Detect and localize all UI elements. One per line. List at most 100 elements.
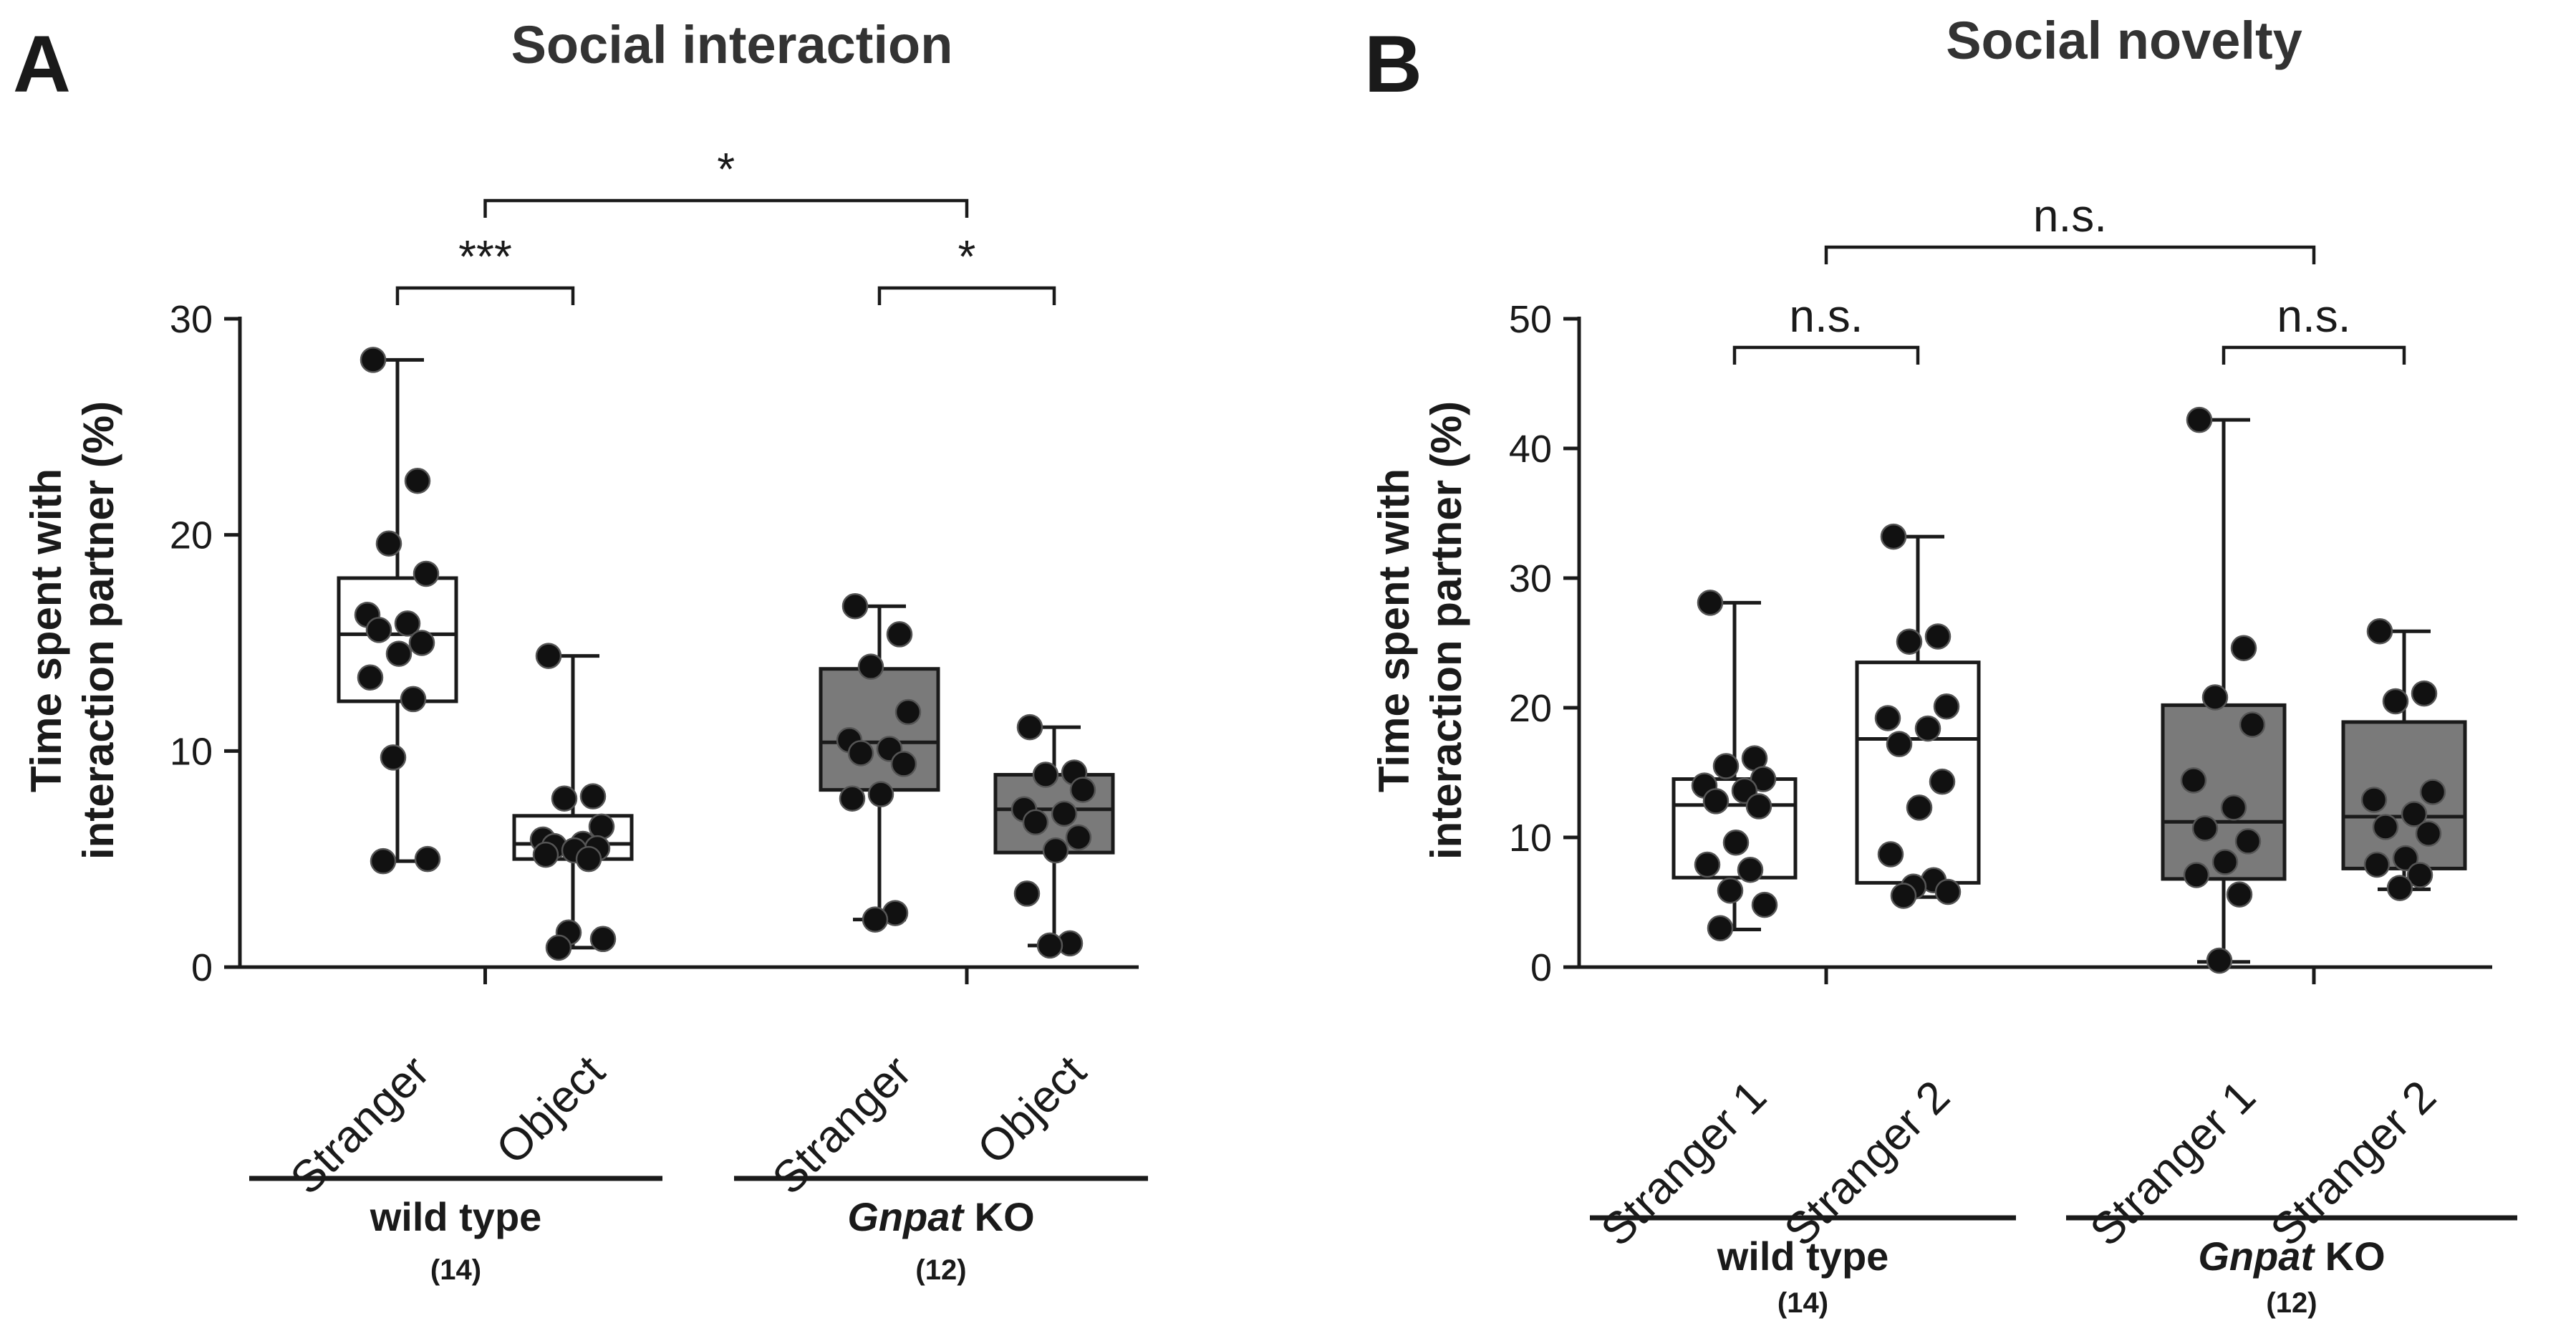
panel-b-data-point	[2183, 862, 2210, 888]
panel-b-data-point	[1890, 883, 1917, 909]
panel-b-data-point	[2415, 820, 2442, 847]
panel-a-category-label: Object	[968, 1046, 1096, 1174]
panel-a-bracket-line	[877, 286, 1056, 305]
panel-b-data-point	[2201, 684, 2229, 711]
panel-b-data-point	[2401, 801, 2428, 827]
panel-b-iqr-box	[1671, 777, 1798, 880]
panel-b-group-label-rest: KO	[2325, 1234, 2386, 1279]
panel-a-data-point	[400, 686, 427, 713]
panel-b-category-label: Stranger 1	[2080, 1071, 2265, 1256]
panel-a-data-point	[1042, 837, 1069, 864]
panel-b-significance-label: n.s.	[1789, 290, 1863, 342]
panel-b-data-point	[2360, 787, 2388, 813]
panel-a-data-point	[841, 592, 869, 620]
panel-a-data-point	[894, 698, 922, 726]
panel-a-data-point	[847, 740, 874, 767]
panel-b-category-label: Stranger 2	[2261, 1071, 2446, 1256]
panel-b-bracket-line	[2222, 345, 2406, 365]
panel-a-data-point	[1022, 809, 1049, 836]
panel-a-data-point	[360, 347, 387, 373]
panel-b-box-4	[2341, 618, 2467, 901]
panel-a-group-n: (12)	[915, 1254, 966, 1286]
panel-a-group-label-italic: Gnpat	[847, 1194, 974, 1239]
panel-b-y-tick-label: 20	[1509, 687, 1552, 730]
panel-b-significance-bracket: n.s.	[1732, 290, 1920, 365]
panel-a-significance-bracket: *	[877, 231, 1056, 305]
panel-a-iqr-box	[819, 667, 940, 792]
panel-a-data-point	[867, 781, 894, 807]
panel-a-data-point	[404, 468, 431, 494]
panel-a-significance-bracket: ***	[395, 231, 575, 305]
panel-a-data-point	[588, 813, 615, 840]
panel-b-data-point	[2220, 794, 2247, 821]
panel-b-data-point	[1877, 841, 1904, 868]
panel-b-data-point	[2419, 779, 2446, 805]
panel-b-data-point	[1751, 891, 1778, 918]
panel-b-group-n: (14)	[1777, 1287, 1828, 1319]
panel-a-group-n: (14)	[430, 1254, 481, 1286]
panel-b-data-point	[2239, 711, 2266, 738]
panel-b-data-point	[1722, 829, 1750, 856]
panel-b-data-point	[1906, 794, 1933, 821]
panel-a-data-point	[886, 621, 913, 648]
panel-a-data-point	[385, 640, 413, 667]
panel-a-data-point	[365, 617, 392, 643]
panel-b-box-1	[1671, 590, 1798, 941]
panel-b-data-point	[1697, 590, 1724, 616]
panel-a-data-point	[394, 610, 421, 637]
panel-b-data-point	[1924, 623, 1952, 650]
panel-a-significance-bracket: *	[483, 143, 969, 218]
panel-a-group-label: Gnpat KO	[847, 1194, 1034, 1239]
panel-b-data-point	[2180, 767, 2207, 794]
panel-a-data-point	[1036, 932, 1063, 959]
panel-b-group-label: wild type	[1717, 1234, 1889, 1279]
panel-a-data-point	[1013, 880, 1041, 907]
panel-a-significance-label: ***	[458, 231, 512, 282]
panel-letter-a: A	[13, 19, 71, 109]
panel-a-group-label-rest: KO	[975, 1194, 1035, 1239]
panel-b: B Social novelty Time spent with interac…	[1364, 11, 2517, 1319]
panel-b-data-point	[2411, 680, 2438, 707]
panel-b-ylabel-line1: Time spent with	[1370, 469, 1418, 792]
panel-a-data-point	[380, 744, 407, 771]
panel-b-data-point	[1694, 851, 1721, 878]
panel-b-data-point	[2230, 635, 2257, 661]
panel-b-y-tick-label: 10	[1509, 817, 1552, 860]
panel-a-data-point	[375, 530, 402, 557]
panel-b-data-point	[1707, 915, 1734, 941]
panel-a-ylabel-line1: Time spent with	[22, 469, 70, 792]
panel-b-data-point	[1717, 877, 1744, 904]
panel-b-data-point	[1933, 693, 1960, 720]
panel-b-box-2	[1855, 523, 1981, 909]
panel-b-box-3	[2161, 406, 2287, 974]
panel-a-ylabel-line2: interaction partner (%)	[74, 401, 122, 860]
panel-b-data-point	[1745, 793, 1772, 820]
panel-b-significance-bracket: n.s.	[1824, 190, 2316, 264]
panel-b-data-point	[1712, 753, 1740, 779]
panel-a-data-point	[857, 653, 884, 680]
panel-b-group-n: (12)	[2266, 1287, 2317, 1319]
panel-a-box-1	[337, 347, 458, 875]
panel-a-data-point	[532, 841, 559, 868]
panel-b-data-point	[1934, 878, 1962, 905]
panel-b-data-point	[2226, 881, 2253, 908]
panel-a-bracket-line	[395, 286, 575, 305]
panel-a-data-point	[839, 785, 866, 812]
panel-a-data-point	[1065, 824, 1092, 851]
panel-a-box-2	[512, 643, 634, 961]
panel-a-data-point	[1032, 761, 1059, 788]
panel-b-ylabel-line2: interaction partner (%)	[1422, 401, 1470, 860]
panel-b-title: Social novelty	[1946, 11, 2302, 70]
panel-a-data-point	[413, 560, 440, 587]
panel-a-title: Social interaction	[511, 15, 953, 75]
panel-a-data-point	[408, 630, 435, 656]
panel-b-category-label: Stranger 2	[1775, 1071, 1959, 1256]
panel-a-box-4	[993, 713, 1115, 959]
panel-a-y-tick-label: 30	[170, 298, 213, 341]
panel-b-data-point	[1896, 628, 1923, 655]
panel-a-data-point	[579, 783, 607, 809]
panel-b-iqr-box	[1855, 660, 1981, 885]
